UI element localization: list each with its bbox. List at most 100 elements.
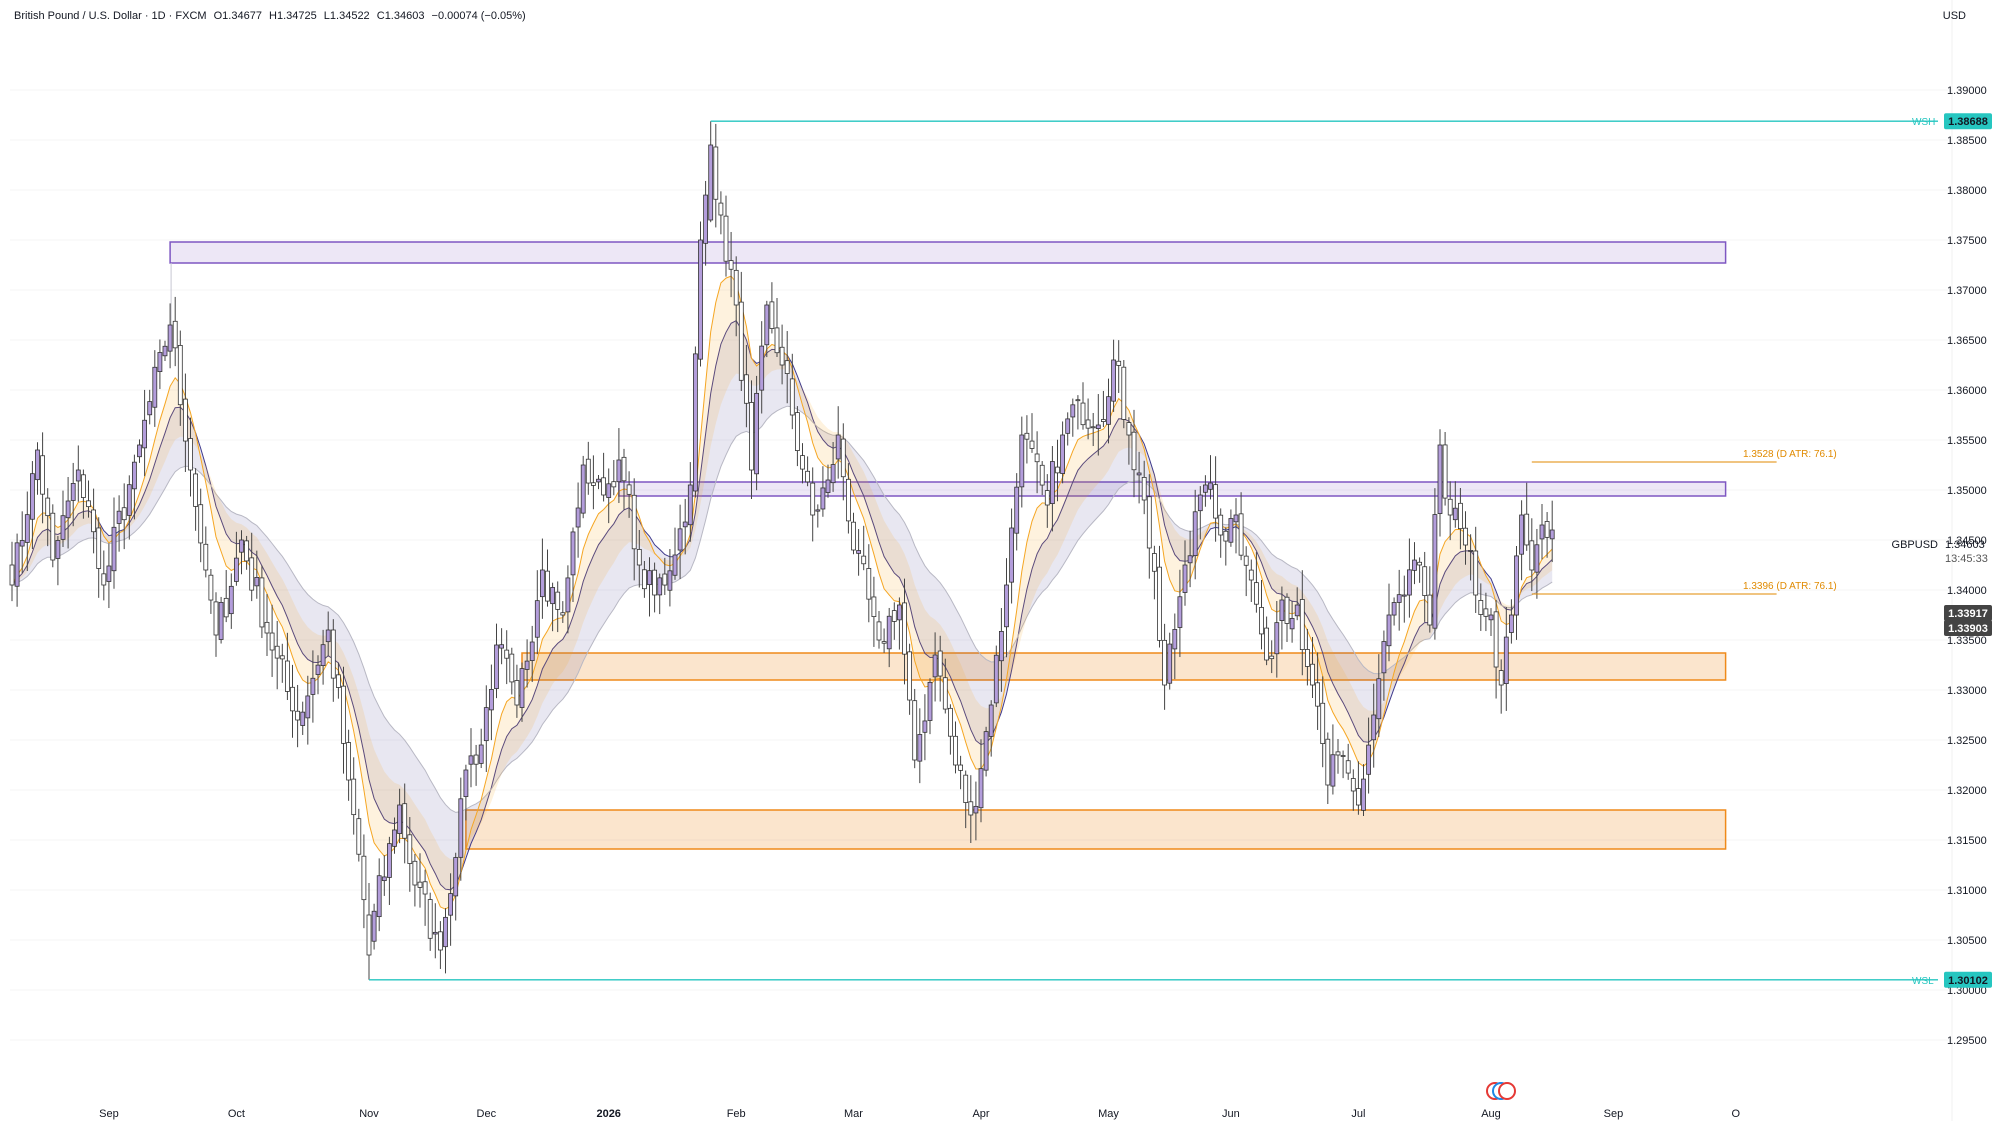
- candle-body[interactable]: [55, 540, 61, 559]
- candle-body[interactable]: [601, 477, 606, 496]
- candle-body[interactable]: [611, 481, 617, 488]
- candle-body[interactable]: [412, 860, 418, 886]
- candle-body[interactable]: [1157, 566, 1162, 641]
- candle-body[interactable]: [290, 686, 295, 712]
- candle-body[interactable]: [458, 798, 464, 858]
- candle-body[interactable]: [397, 804, 403, 834]
- candle-body[interactable]: [1391, 602, 1397, 616]
- candle-body[interactable]: [703, 194, 708, 244]
- candle-body[interactable]: [152, 366, 158, 408]
- candle-body[interactable]: [1014, 486, 1020, 534]
- candle-body[interactable]: [351, 778, 357, 816]
- supply-zone[interactable]: [169, 241, 1727, 264]
- candle-body[interactable]: [881, 641, 887, 644]
- candle-body[interactable]: [1264, 627, 1269, 661]
- candle-body[interactable]: [723, 215, 729, 262]
- candle-body[interactable]: [1320, 702, 1326, 744]
- candle-body[interactable]: [1519, 514, 1524, 555]
- candle-body[interactable]: [310, 677, 316, 695]
- candle-body[interactable]: [540, 569, 545, 598]
- supply-zone[interactable]: [618, 481, 1727, 497]
- candle-body[interactable]: [1524, 513, 1530, 546]
- candle-body[interactable]: [795, 412, 800, 451]
- candle-body[interactable]: [1177, 596, 1183, 628]
- candle-body[interactable]: [1422, 566, 1428, 596]
- candle-body[interactable]: [1417, 561, 1422, 566]
- candle-body[interactable]: [19, 540, 25, 547]
- candle-body[interactable]: [208, 574, 214, 601]
- candle-body[interactable]: [1483, 608, 1489, 617]
- candle-body[interactable]: [1310, 663, 1315, 686]
- candle-body[interactable]: [29, 473, 35, 520]
- candle-body[interactable]: [402, 803, 408, 839]
- candle-body[interactable]: [483, 707, 489, 742]
- candle-body[interactable]: [1029, 440, 1035, 449]
- candle-body[interactable]: [392, 829, 397, 847]
- candle-body[interactable]: [968, 801, 974, 816]
- candle-body[interactable]: [687, 484, 693, 526]
- candle-body[interactable]: [876, 621, 882, 641]
- candle-body[interactable]: [1182, 564, 1188, 593]
- candle-body[interactable]: [494, 644, 499, 689]
- candle-body[interactable]: [861, 555, 867, 565]
- candle-body[interactable]: [504, 649, 510, 659]
- candle-body[interactable]: [1514, 555, 1519, 616]
- candle-body[interactable]: [672, 554, 678, 576]
- candle-body[interactable]: [871, 596, 877, 617]
- candle-body[interactable]: [1376, 678, 1382, 720]
- candle-body[interactable]: [75, 469, 81, 482]
- candle-body[interactable]: [274, 645, 280, 659]
- candle-body[interactable]: [1442, 444, 1448, 499]
- candle-body[interactable]: [1468, 550, 1473, 552]
- candle-body[interactable]: [335, 674, 341, 688]
- candle-body[interactable]: [443, 916, 448, 948]
- candle-body[interactable]: [315, 664, 321, 675]
- candle-body[interactable]: [1223, 530, 1229, 542]
- candle-body[interactable]: [667, 570, 673, 591]
- candle-body[interactable]: [524, 660, 530, 670]
- candle-body[interactable]: [1294, 604, 1300, 617]
- candle-body[interactable]: [759, 345, 765, 391]
- candle-body[interactable]: [1024, 432, 1030, 440]
- candle-body[interactable]: [126, 484, 132, 516]
- candle-body[interactable]: [942, 677, 948, 710]
- candle-body[interactable]: [642, 569, 647, 590]
- candle-body[interactable]: [1437, 444, 1443, 514]
- candle-body[interactable]: [453, 857, 459, 897]
- candle-body[interactable]: [1162, 639, 1167, 686]
- candle-body[interactable]: [35, 449, 40, 481]
- candle-body[interactable]: [1274, 622, 1280, 655]
- candle-body[interactable]: [1009, 527, 1014, 583]
- candle-body[interactable]: [805, 470, 810, 483]
- candle-body[interactable]: [407, 834, 413, 864]
- candle-body[interactable]: [1090, 426, 1096, 429]
- candle-body[interactable]: [137, 444, 142, 458]
- candle-body[interactable]: [958, 764, 963, 771]
- candle-body[interactable]: [468, 755, 474, 765]
- candle-body[interactable]: [1208, 482, 1213, 490]
- candle-body[interactable]: [1213, 484, 1218, 519]
- candle-body[interactable]: [147, 401, 153, 416]
- candle-body[interactable]: [1034, 453, 1040, 463]
- candle-body[interactable]: [856, 550, 861, 554]
- candle-body[interactable]: [1111, 359, 1116, 402]
- candle-body[interactable]: [902, 602, 907, 655]
- candle-body[interactable]: [473, 754, 479, 765]
- candle-body[interactable]: [341, 685, 346, 744]
- candle-body[interactable]: [988, 704, 994, 737]
- candle-body[interactable]: [1141, 476, 1147, 501]
- candle-body[interactable]: [907, 651, 912, 701]
- candle-body[interactable]: [198, 504, 204, 544]
- candle-body[interactable]: [259, 577, 265, 628]
- candle-body[interactable]: [529, 641, 535, 661]
- candle-body[interactable]: [591, 482, 596, 486]
- candle-body[interactable]: [437, 931, 443, 951]
- candle-body[interactable]: [1427, 594, 1433, 626]
- candle-body[interactable]: [835, 434, 841, 460]
- candle-body[interactable]: [815, 509, 821, 512]
- candle-body[interactable]: [1412, 559, 1417, 571]
- candle-body[interactable]: [1396, 594, 1402, 603]
- candle-body[interactable]: [488, 689, 494, 711]
- candle-body[interactable]: [825, 479, 831, 493]
